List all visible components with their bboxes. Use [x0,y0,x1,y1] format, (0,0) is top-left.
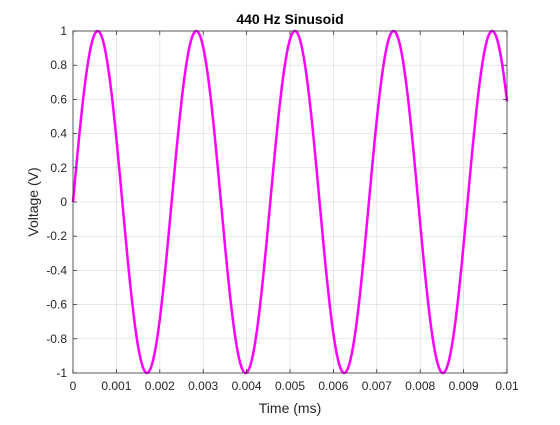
y-tick-label: 0.4 [50,127,67,141]
x-tick-label: 0.005 [275,379,305,393]
chart-title: 440 Hz Sinusoid [236,11,343,27]
y-tick-label: -0.2 [46,229,67,243]
x-tick-label: 0.003 [188,379,218,393]
x-tick-label: 0.004 [232,379,262,393]
y-tick-label: -0.4 [46,263,67,277]
x-tick-label: 0.006 [318,379,348,393]
y-tick-label: 0.2 [50,161,67,175]
x-tick-label: 0.008 [405,379,435,393]
x-tick-label: 0.007 [362,379,392,393]
y-tick-label: -1 [56,366,67,380]
y-tick-label: 1 [60,24,67,38]
y-tick-label: 0.8 [50,58,67,72]
series-line [71,29,509,375]
grid [73,31,507,373]
y-tick-label: 0 [60,195,67,209]
ticks: 0 0.001 0.002 0.003 0.004 0.005 0.006 0.007 0.00… [46,24,519,393]
series-layer [71,29,509,375]
x-axis-label: Time (ms) [259,400,321,416]
y-tick-label: -0.8 [46,332,67,346]
x-tick-label: 0.01 [495,379,519,393]
y-tick-label: 0.6 [50,92,67,106]
y-axis-label: Voltage (V) [25,167,41,236]
x-tick-label: 0.001 [101,379,131,393]
x-tick-label: 0.009 [449,379,479,393]
y-tick-label: -0.6 [46,298,67,312]
x-tick-label: 0 [70,379,77,393]
x-tick-label: 0.002 [145,379,175,393]
